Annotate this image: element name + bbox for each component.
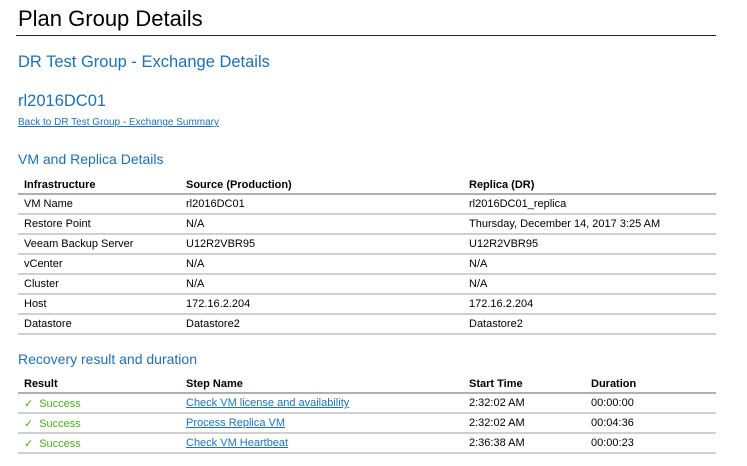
cell-replica: Thursday, December 14, 2017 3:25 AM: [463, 214, 716, 235]
recovery-table: Result Step Name Start Time Duration ✓ Su…: [18, 376, 716, 454]
table-header: Infrastructure Source (Production) Repli…: [18, 177, 716, 195]
cell-start-time: 2:32:02 AM: [463, 413, 585, 434]
result-text: Success: [39, 437, 81, 450]
table-row: Restore Point N/A Thursday, December 14, 2…: [18, 214, 716, 235]
step-link[interactable]: Check VM license and availability: [186, 397, 350, 409]
table-row: Cluster N/A N/A: [18, 274, 716, 295]
cell-duration: 00:00:23: [585, 433, 716, 454]
cell-replica: rl2016DC01_replica: [463, 194, 716, 215]
table-header: Result Step Name Start Time Duration: [18, 376, 716, 394]
table-row: ✓ Success Check VM license and availabili…: [18, 393, 716, 414]
recovery-heading: Recovery result and duration: [18, 351, 197, 367]
cell-label: VM Name: [18, 194, 180, 215]
table-row: Veeam Backup Server U12R2VBR95 U12R2VBR95: [18, 234, 716, 255]
col-duration: Duration: [585, 376, 716, 394]
cell-source: N/A: [180, 274, 463, 295]
step-link[interactable]: Check VM Heartbeat: [186, 437, 289, 449]
cell-source: Datastore2: [180, 314, 463, 335]
cell-step: Check VM Heartbeat: [180, 433, 463, 454]
result-text: Success: [39, 397, 81, 410]
result-text: Success: [39, 417, 81, 430]
check-icon: ✓: [24, 437, 34, 450]
cell-step: Process Replica VM: [180, 413, 463, 434]
page-title: Plan Group Details: [18, 6, 203, 31]
table-row: Host 172.16.2.204 172.16.2.204: [18, 294, 716, 315]
vm-title: rl2016DC01: [18, 92, 107, 110]
cell-source: 172.16.2.204: [180, 294, 463, 315]
col-start-time: Start Time: [463, 376, 585, 394]
step-link[interactable]: Process Replica VM: [186, 417, 286, 429]
vm-replica-table: Infrastructure Source (Production) Repli…: [18, 177, 716, 335]
back-to-summary-link[interactable]: Back to DR Test Group - Exchange Summary: [18, 117, 220, 128]
cell-label: vCenter: [18, 254, 180, 275]
cell-result: ✓ Success: [18, 393, 180, 414]
col-replica: Replica (DR): [463, 177, 716, 195]
cell-label: Cluster: [18, 274, 180, 295]
cell-replica: N/A: [463, 254, 716, 275]
cell-replica: U12R2VBR95: [463, 234, 716, 255]
cell-start-time: 2:36:38 AM: [463, 433, 585, 454]
cell-start-time: 2:32:02 AM: [463, 393, 585, 414]
cell-replica: N/A: [463, 274, 716, 295]
cell-label: Datastore: [18, 314, 180, 335]
cell-source: N/A: [180, 254, 463, 275]
cell-label: Restore Point: [18, 214, 180, 235]
cell-source: rl2016DC01: [180, 194, 463, 215]
table-row: ✓ Success Process Replica VM 2:32:02 AM 0…: [18, 413, 716, 434]
check-icon: ✓: [24, 397, 34, 410]
title-divider: [16, 35, 716, 36]
col-source: Source (Production): [180, 177, 463, 195]
table-row: VM Name rl2016DC01 rl2016DC01_replica: [18, 194, 716, 215]
cell-source: U12R2VBR95: [180, 234, 463, 255]
cell-result: ✓ Success: [18, 433, 180, 454]
table-row: Datastore Datastore2 Datastore2: [18, 314, 716, 335]
cell-duration: 00:04:36: [585, 413, 716, 434]
col-result: Result: [18, 376, 180, 394]
cell-step: Check VM license and availability: [180, 393, 463, 414]
table-row: vCenter N/A N/A: [18, 254, 716, 275]
group-title: DR Test Group - Exchange Details: [18, 53, 270, 71]
cell-duration: 00:00:00: [585, 393, 716, 414]
col-step-name: Step Name: [180, 376, 463, 394]
cell-label: Host: [18, 294, 180, 315]
cell-replica: Datastore2: [463, 314, 716, 335]
cell-result: ✓ Success: [18, 413, 180, 434]
cell-replica: 172.16.2.204: [463, 294, 716, 315]
cell-source: N/A: [180, 214, 463, 235]
vm-replica-heading: VM and Replica Details: [18, 151, 164, 167]
col-infrastructure: Infrastructure: [18, 177, 180, 195]
check-icon: ✓: [24, 417, 34, 430]
cell-label: Veeam Backup Server: [18, 234, 180, 255]
table-row: ✓ Success Check VM Heartbeat 2:36:38 AM 0…: [18, 433, 716, 454]
